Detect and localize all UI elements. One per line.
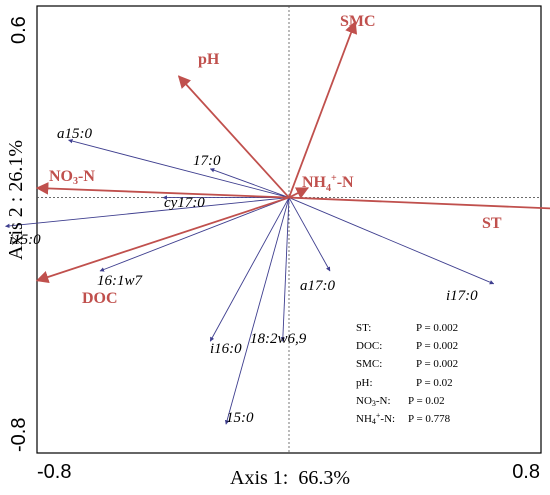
- stat-var-no3-n: NO3-N:: [356, 395, 391, 408]
- y-axis-title: Axis 2 : 26.1%: [5, 140, 27, 260]
- y-tick-bottom: -0.8: [8, 418, 30, 452]
- stat-p-smc: P = 0.002: [416, 358, 458, 370]
- species-vector-17-0: [209, 168, 290, 198]
- species-vector-i16-0: [209, 197, 290, 342]
- env-label-smc: SMC: [340, 13, 376, 30]
- species-vector-18-2w6-9: [280, 197, 290, 342]
- species-label-i15-0: i15:0: [9, 232, 41, 248]
- env-label-nh4-n: NH4+-N: [302, 173, 354, 194]
- env-label-ph: pH: [198, 51, 220, 68]
- species-label-17-0: 17:0: [193, 153, 221, 169]
- species-label-a15-0: a15:0: [57, 126, 92, 142]
- species-vector-i15-0: [5, 197, 290, 229]
- env-vector-no3-n: [35, 182, 290, 199]
- stat-p-nh4-n: P = 0.778: [408, 413, 451, 425]
- env-vector-st: [288, 196, 550, 210]
- plot-frame: [36, 5, 542, 454]
- stat-p-no3-n: P = 0.02: [408, 395, 445, 407]
- stat-p-ph: P = 0.02: [416, 377, 453, 389]
- stat-p-st: P = 0.002: [416, 322, 458, 334]
- env-label-st: ST: [482, 215, 502, 232]
- env-label-doc: DOC: [82, 290, 118, 307]
- species-label-16-1w7: 16:1w7: [97, 273, 144, 289]
- significance-table: ST: P = 0.002 DOC: P = 0.002 SMC: P = 0.…: [356, 322, 458, 426]
- stat-var-doc: DOC:: [356, 340, 382, 352]
- env-vector-smc: [288, 20, 358, 198]
- species-vector-15-0: [224, 197, 290, 425]
- x-tick-right: 0.8: [512, 461, 540, 483]
- stat-var-smc: SMC:: [356, 358, 382, 370]
- environmental-vectors: [35, 20, 550, 284]
- x-axis-title: Axis 1: 66.3%: [230, 467, 350, 489]
- stat-var-nh4-n: NH4+-N:: [356, 411, 395, 426]
- env-vector-doc: [35, 196, 290, 284]
- species-vectors: [5, 138, 495, 425]
- stat-var-ph: pH:: [356, 377, 373, 389]
- zero-reference-lines: [37, 6, 541, 453]
- species-vector-a17-0: [288, 197, 331, 272]
- stat-p-doc: P = 0.002: [416, 340, 458, 352]
- species-label-15-0: 15:0: [226, 410, 254, 426]
- stat-var-st: ST:: [356, 322, 371, 334]
- species-label-a17-0: a17:0: [300, 278, 335, 294]
- species-label-cy17-0: cy17:0: [164, 195, 205, 211]
- x-tick-left: -0.8: [37, 461, 71, 483]
- species-label-i16-0: i16:0: [210, 341, 242, 357]
- y-tick-top: 0.6: [8, 16, 30, 44]
- species-label-18-2w6-9: 18:2w6,9: [250, 331, 307, 347]
- species-vector-a15-0: [68, 138, 290, 199]
- species-label-i17-0: i17:0: [446, 288, 478, 304]
- env-label-no3-n: NO3-N: [49, 168, 95, 187]
- env-vector-nh4-n: [288, 187, 310, 199]
- env-vector-ph: [177, 75, 290, 199]
- species-vector-i17-0: [288, 197, 495, 285]
- species-vector-16-1w7: [99, 197, 290, 272]
